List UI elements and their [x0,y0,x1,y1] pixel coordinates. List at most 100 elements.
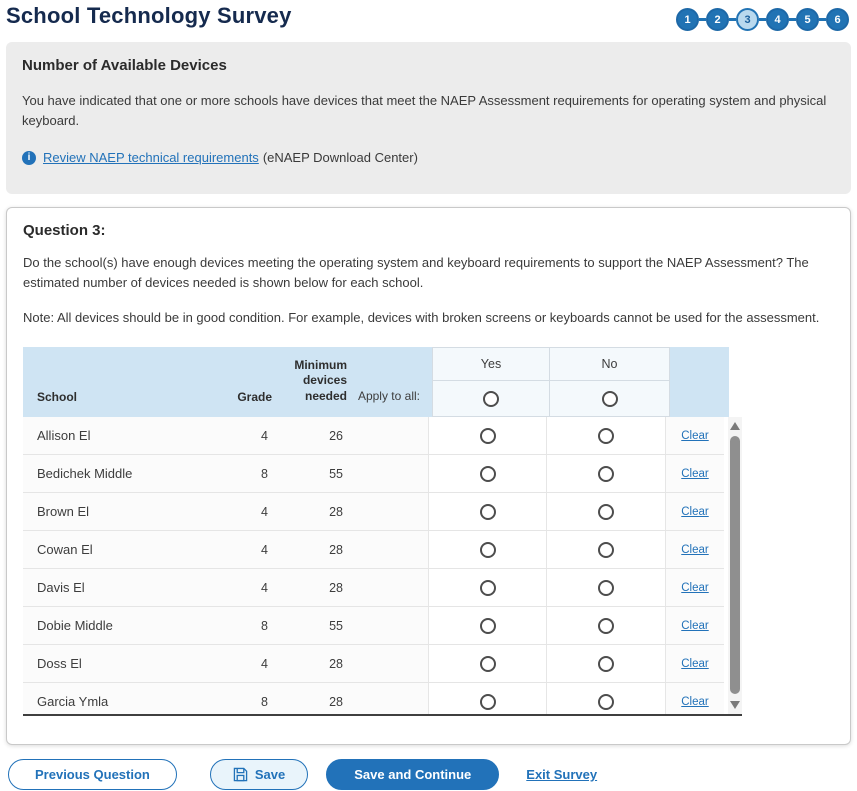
clear-link[interactable]: Clear [681,505,709,518]
question-card: Question 3: Do the school(s) have enough… [6,207,851,745]
column-header-min-devices: Minimum devices needed [294,357,347,403]
yes-radio[interactable] [479,693,496,710]
footer-actions: Previous Question Save Save and Continue… [8,759,851,790]
grade-value: 8 [261,466,268,481]
apply-all-yes-radio[interactable] [483,390,499,407]
yes-radio-cell [428,493,546,531]
scroll-up-arrow-icon[interactable] [730,422,740,431]
no-radio[interactable] [598,693,614,710]
school-name: Doss El [37,656,82,672]
school-name: Dobie Middle [37,618,113,634]
save-and-continue-button[interactable]: Save and Continue [326,759,500,790]
apply-all-no-radio[interactable] [601,390,618,407]
scrollbar-thumb[interactable] [730,436,740,695]
row-gap [416,531,428,568]
no-radio-cell [546,645,666,683]
apply-spacer [343,493,416,530]
no-radio-cell [546,417,666,455]
step-1[interactable]: 1 [676,8,699,31]
yes-radio-cell [428,645,546,683]
save-button[interactable]: Save [209,759,309,790]
clear-link[interactable]: Clear [681,581,709,594]
table-rows: Allison El 4 26 C [23,417,724,715]
table-row: Doss El 4 28 Clea [23,645,724,684]
step-connector [819,18,826,21]
row-gap [416,569,428,606]
yes-radio-cell [428,531,546,569]
column-header-school: School [37,390,78,405]
scroll-down-arrow-icon[interactable] [730,701,740,710]
no-radio-cell [546,607,666,645]
info-panel-body: You have indicated that one or more scho… [22,93,827,129]
apply-spacer [343,531,416,568]
table-row: Dobie Middle 8 55 [23,607,724,646]
top-bar: School Technology Survey 1 2 3 4 5 6 [0,0,857,40]
grade-value: 4 [261,504,268,519]
apply-spacer [343,569,416,606]
clear-link[interactable]: Clear [681,619,709,632]
clear-link[interactable]: Clear [681,695,709,708]
table-header: School Grade Minimum devices needed Appl… [23,347,729,418]
school-name: Bedichek Middle [37,466,133,482]
clear-link[interactable]: Clear [681,657,709,670]
yes-column-header: Yes [432,347,550,418]
no-radio[interactable] [598,503,614,520]
min-devices-value: 28 [329,694,343,709]
yes-radio[interactable] [479,579,496,596]
no-radio[interactable] [598,541,614,558]
step-4[interactable]: 4 [766,8,789,31]
clear-cell: Clear [666,645,724,682]
step-connector [789,18,796,21]
previous-question-button[interactable]: Previous Question [8,759,177,790]
row-gap [416,683,428,714]
column-header-grade: Grade [237,390,272,405]
yes-radio[interactable] [479,541,496,558]
grade-value: 8 [261,618,268,633]
question-note: Note: All devices should be in good cond… [23,310,820,326]
min-devices-value: 28 [329,580,343,595]
apply-spacer [343,417,416,454]
step-6[interactable]: 6 [826,8,849,31]
no-radio-cell [546,683,666,715]
apply-spacer [343,683,416,714]
step-2[interactable]: 2 [706,8,729,31]
yes-radio[interactable] [479,503,496,520]
yes-radio[interactable] [479,655,496,672]
clear-link[interactable]: Clear [681,429,709,442]
clear-link[interactable]: Clear [681,467,709,480]
table-scrollbar[interactable] [728,417,742,715]
no-radio[interactable] [598,579,614,596]
table-row: Cowan El 4 28 Cle [23,531,724,570]
yes-radio[interactable] [479,427,496,444]
technical-requirements-link[interactable]: Review NAEP technical requirements [43,150,259,166]
no-radio[interactable] [598,655,614,672]
question-body: Do the school(s) have enough devices mee… [23,255,809,291]
yes-radio-cell [428,569,546,607]
apply-all-yes-cell [433,381,549,416]
no-radio-cell [546,493,666,531]
no-radio[interactable] [598,427,614,444]
min-devices-value: 26 [329,428,343,443]
step-connector [699,18,706,21]
step-connector [759,18,766,21]
page-title: School Technology Survey [6,3,292,28]
clear-cell: Clear [666,607,724,644]
exit-survey-link[interactable]: Exit Survey [526,767,598,782]
yes-radio[interactable] [479,617,496,634]
step-3-current[interactable]: 3 [736,8,759,31]
clear-link[interactable]: Clear [681,543,709,556]
clear-cell: Clear [666,683,724,714]
yes-radio-cell [428,683,546,715]
grade-value: 4 [261,580,268,595]
step-5[interactable]: 5 [796,8,819,31]
no-radio[interactable] [598,465,614,482]
yes-radio-cell [428,607,546,645]
table-row: Bedichek Middle 8 55 [23,455,724,494]
yes-radio[interactable] [479,465,496,482]
apply-spacer [343,607,416,644]
step-connector [729,18,736,21]
apply-spacer [343,455,416,492]
no-radio[interactable] [598,617,614,634]
apply-to-all-label: Apply to all: [357,388,420,403]
